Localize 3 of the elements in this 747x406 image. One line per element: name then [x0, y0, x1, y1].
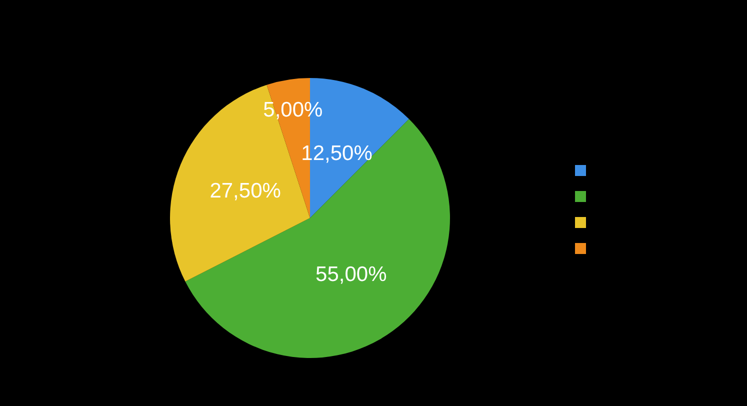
- data-label: 27,50%: [210, 180, 281, 203]
- data-label: 55,00%: [316, 263, 387, 286]
- pie-slice: [185, 119, 450, 358]
